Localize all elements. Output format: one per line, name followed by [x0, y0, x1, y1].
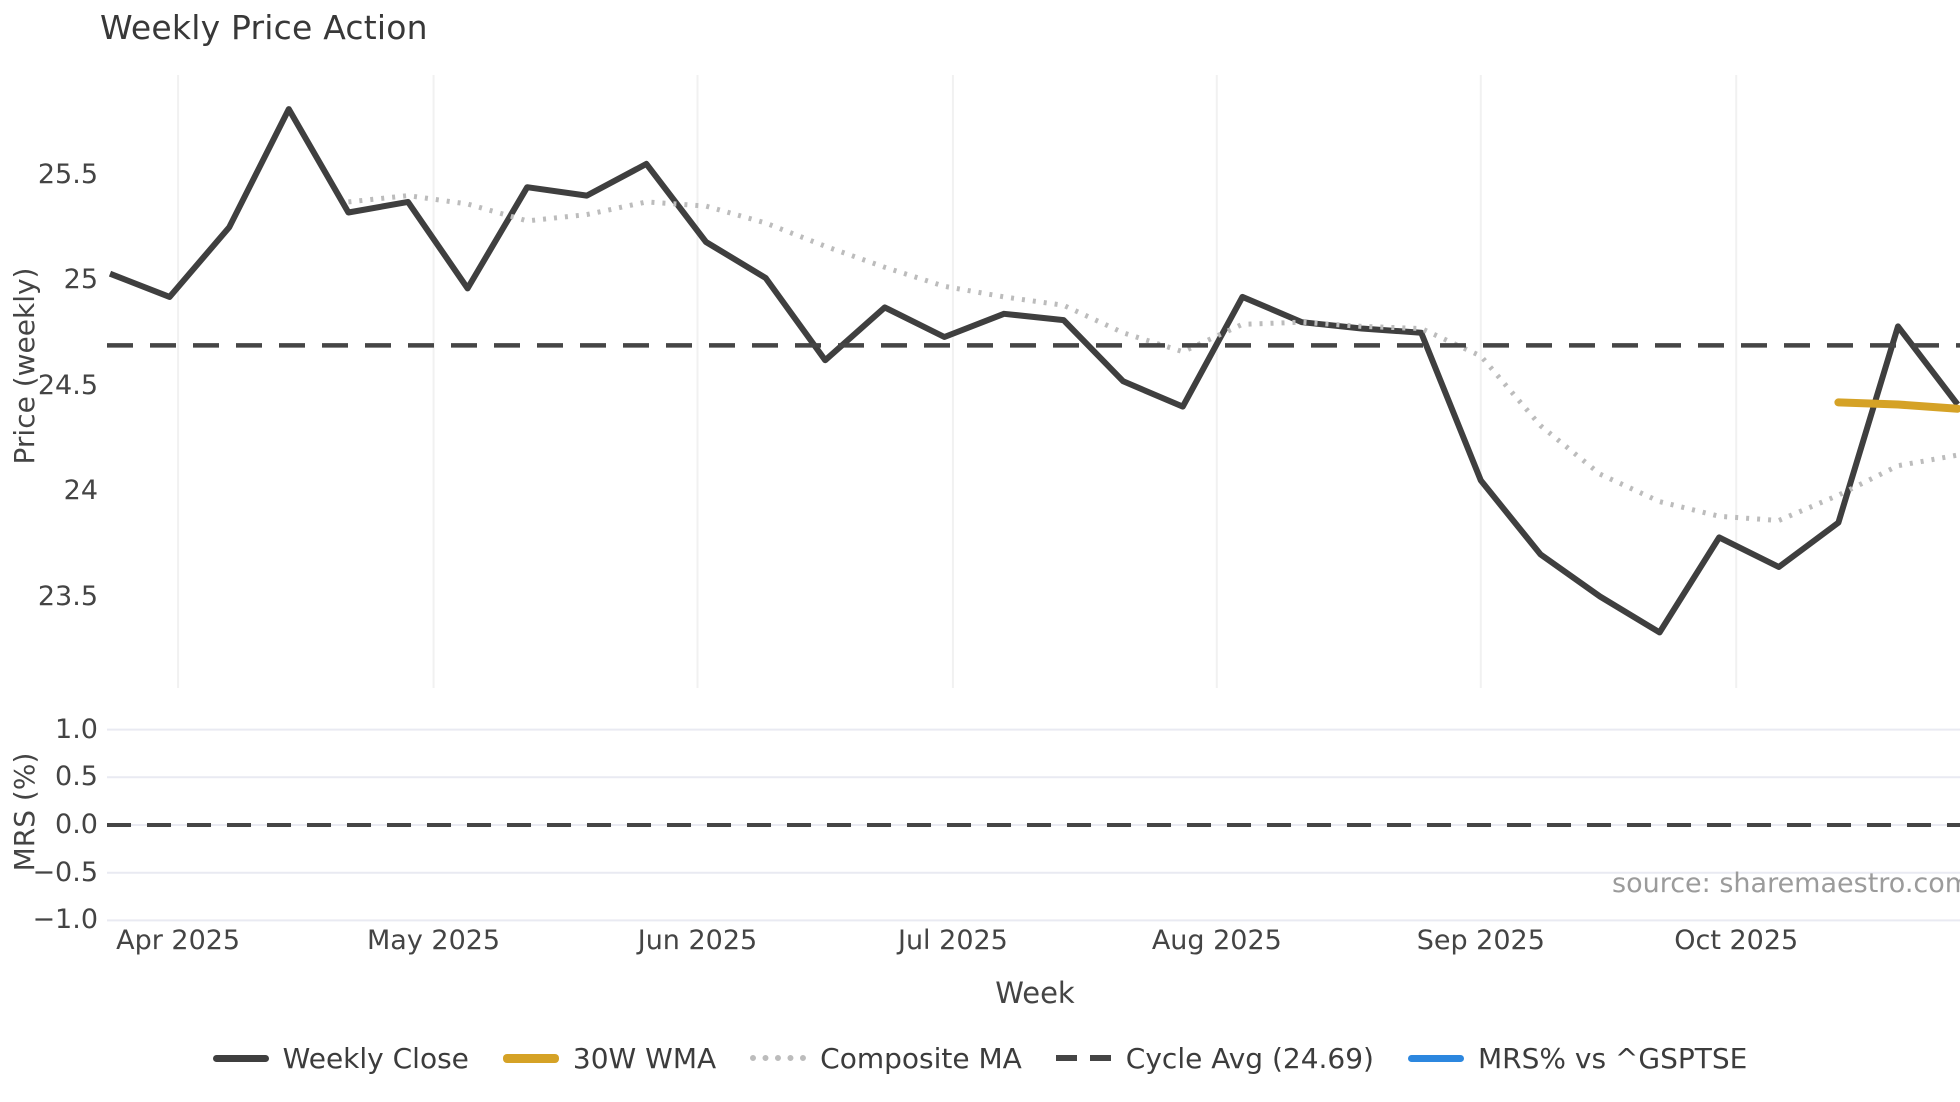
composite-ma-line: [348, 193, 1959, 523]
legend-label: Weekly Close: [282, 1041, 469, 1075]
legend-item-composite-ma[interactable]: Composite MA: [750, 1042, 1022, 1075]
x-tick-label: Sep 2025: [1416, 925, 1545, 956]
dotted-line-swatch-icon: [750, 1055, 807, 1061]
x-tick-label: May 2025: [367, 925, 501, 956]
legend-item-weekly-close[interactable]: Weekly Close: [212, 1041, 469, 1075]
legend-label: Composite MA: [820, 1041, 1022, 1075]
mrs-ytick-label: 0.5: [55, 761, 98, 793]
legend-label: MRS% vs ^GSPTSE: [1477, 1041, 1748, 1075]
x-tick-label: Aug 2025: [1151, 925, 1282, 956]
price-ytick-label: 23.5: [37, 580, 98, 612]
chart-title: Weekly Price Action: [100, 8, 428, 47]
x-axis-title: Week: [995, 976, 1075, 1010]
x-tick-label: Apr 2025: [116, 925, 241, 956]
price-y-axis-title: Price (weekly): [8, 267, 41, 465]
price-ytick-label: 25.5: [37, 158, 98, 190]
mrs-ytick-label: −1.0: [32, 904, 98, 936]
legend: Weekly Close 30W WMA Composite MA Cycle Avg…: [0, 1036, 1960, 1080]
legend-label: Cycle Avg (24.69): [1125, 1041, 1374, 1075]
wma-30w-line: [1834, 398, 1960, 413]
x-tick-label: Jun 2025: [637, 925, 758, 956]
source-credit: source: sharemaestro.com: [1612, 868, 1960, 899]
mrs-ytick-label: 1.0: [55, 713, 98, 745]
x-tick-label: Jul 2025: [897, 925, 1008, 956]
line-swatch-icon: [502, 1053, 559, 1063]
weekly-close-line: [108, 106, 1960, 636]
x-tick-label: Oct 2025: [1674, 925, 1799, 956]
line-swatch-icon: [212, 1054, 269, 1062]
dashed-line-swatch-icon: [1055, 1055, 1112, 1061]
mrs-ytick-label: −0.5: [32, 856, 98, 888]
line-swatch-icon: [1407, 1054, 1464, 1062]
mrs-ytick-label: 0.0: [55, 809, 98, 840]
price-ytick-label: 25: [63, 264, 98, 295]
legend-item-30w-wma[interactable]: 30W WMA: [502, 1041, 717, 1075]
price-ytick-label: 24.5: [37, 369, 98, 401]
legend-label: 30W WMA: [572, 1041, 717, 1075]
legend-item-mrs-vs-gsptse[interactable]: MRS% vs ^GSPTSE: [1407, 1041, 1748, 1075]
price-ytick-label: 24: [63, 475, 98, 506]
legend-item-cycle-avg-24-69[interactable]: Cycle Avg (24.69): [1055, 1041, 1374, 1075]
